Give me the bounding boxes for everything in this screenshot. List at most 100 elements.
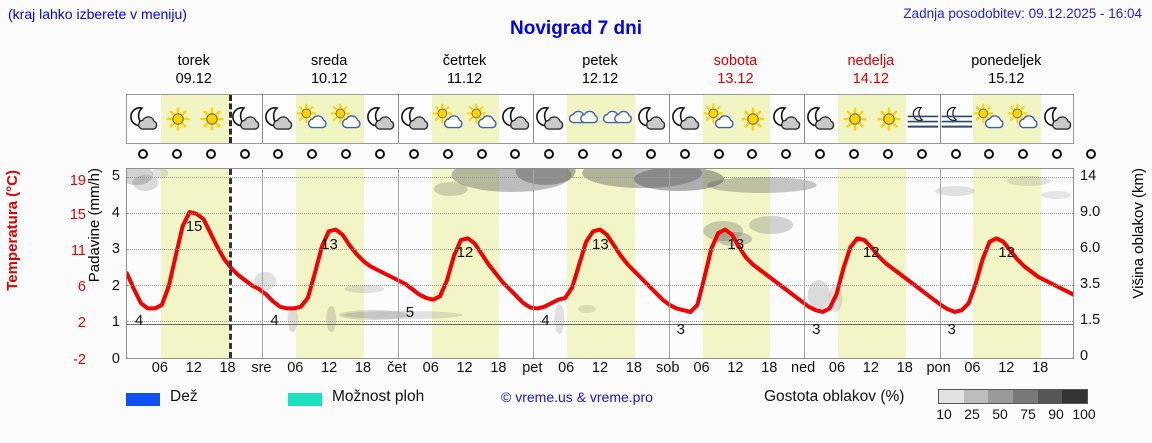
- sun-cloud-icon: [330, 95, 364, 143]
- rain-legend-label: Dež: [170, 388, 198, 405]
- precip-tick: 0: [111, 350, 120, 367]
- moon-cloud-icon: [364, 95, 398, 143]
- time-tick-label: ned: [791, 360, 816, 376]
- wind-circle: [578, 149, 589, 159]
- cloud-density-blob: [152, 169, 169, 179]
- cloud-height-axis-title: Višina oblakov (km): [1130, 168, 1147, 299]
- density-step: [939, 390, 964, 403]
- showers-legend-swatch: [288, 393, 322, 406]
- precip-tick: 1: [111, 314, 120, 330]
- cloud-density-blob: [326, 306, 337, 332]
- wind-circle: [544, 149, 555, 159]
- sun-cloud-icon: [973, 95, 1007, 143]
- time-tick-label: 12: [862, 360, 879, 376]
- temperature-value-label: 13: [592, 235, 609, 253]
- weather-icon-strip: [126, 94, 1074, 144]
- fog-moon-icon: [940, 95, 974, 143]
- cloud-density-blob: [343, 311, 463, 319]
- day-date: 11.12: [446, 71, 483, 87]
- cloud-density-blob: [807, 280, 830, 310]
- day-name: petek: [582, 53, 618, 69]
- current-time-marker-icons: [228, 95, 232, 143]
- temperature-value-label: 12: [456, 244, 474, 262]
- wind-circle: [476, 149, 487, 159]
- wind-circle: [1018, 149, 1029, 159]
- cloud-density-blob: [1006, 176, 1051, 186]
- precip-tick: 4: [111, 204, 120, 221]
- cloud-density-blob: [132, 175, 159, 191]
- wind-circle: [341, 149, 352, 159]
- wind-circle: [205, 149, 216, 159]
- wind-circle: [916, 149, 927, 159]
- time-tick-label: 12: [591, 360, 609, 376]
- temperature-value-label: 4: [541, 312, 550, 330]
- density-tick-label: 75: [1020, 406, 1036, 422]
- rain-legend-swatch: [126, 393, 160, 406]
- wind-circle: [611, 149, 622, 159]
- temp-tick: -2: [73, 352, 86, 368]
- gridline-vertical-day: [668, 169, 670, 358]
- day-separator: [533, 95, 535, 143]
- day-date: 09.12: [175, 71, 212, 87]
- cloud-density-blob: [515, 169, 576, 185]
- time-tick-label: 06: [828, 360, 846, 376]
- wind-circle: [815, 149, 826, 159]
- cloud-density-blob: [287, 306, 298, 332]
- day-header-sobota: sobota 13.12: [668, 52, 803, 88]
- wind-circle: [171, 149, 182, 159]
- cloud-density-blob: [578, 305, 596, 313]
- cloud-density-legend-label: Gostota oblakov (%): [764, 388, 905, 405]
- wind-circle: [1052, 149, 1063, 159]
- day-name: sobota: [713, 53, 758, 69]
- day-header-četrtek: četrtek 11.12: [397, 52, 532, 88]
- cloud-tick: 14: [1080, 168, 1097, 184]
- cloud-icon: [601, 95, 635, 143]
- gridline-horizontal: [127, 321, 1073, 322]
- wind-circle: [747, 149, 758, 159]
- density-tick-label: 25: [964, 406, 980, 422]
- temperature-value-label: 15: [185, 218, 203, 236]
- time-tick-label: 18: [490, 360, 507, 376]
- cloud-tick: 1.5: [1080, 312, 1101, 328]
- sun-icon: [838, 95, 872, 143]
- time-tick-label: pet: [522, 360, 543, 376]
- gridline-horizontal: [127, 285, 1073, 286]
- temperature-value-label: 5: [405, 303, 415, 321]
- cloud-density-blob: [749, 216, 793, 234]
- day-separator: [668, 95, 670, 143]
- page-title: Novigrad 7 dni: [510, 18, 642, 39]
- day-date: 14.12: [852, 71, 889, 87]
- time-tick-label: 12: [185, 360, 202, 376]
- temperature-value-label: 3: [676, 321, 685, 339]
- gridline-horizontal: [127, 249, 1073, 250]
- time-tick-label: 12: [321, 360, 338, 376]
- temperature-value-label: 3: [812, 321, 821, 339]
- time-tick-label: 18: [761, 360, 778, 376]
- time-tick-label: 06: [693, 360, 710, 376]
- time-tick-label: 18: [896, 360, 913, 376]
- time-tick-label: 12: [998, 360, 1015, 376]
- cloud-density-blob: [706, 177, 817, 193]
- sun-cloud-icon: [466, 95, 500, 143]
- density-tick-label: 10: [936, 406, 952, 422]
- temperature-line: [127, 210, 1073, 314]
- time-tick-label: 06: [964, 360, 981, 376]
- temp-tick: 15: [69, 207, 86, 223]
- gridline-horizontal: [127, 213, 1073, 214]
- precip-tick: 5: [111, 168, 120, 184]
- copyright-text[interactable]: © vreme.us & vreme.pro: [501, 389, 653, 405]
- wind-circle: [848, 149, 859, 159]
- moon-cloud-icon: [804, 95, 838, 143]
- wind-circle: [679, 149, 690, 159]
- cloud-density-scale-ticks: 10 25 50 75 90 100: [932, 406, 1102, 426]
- forecast-plot: 4 15 4 13 5 12 4 13 3 13 3 12 3 12: [126, 94, 1096, 359]
- density-tick-label: 100: [1072, 406, 1096, 422]
- temp-tick: 6: [77, 279, 86, 295]
- sun-cloud-icon: [1007, 95, 1041, 143]
- wind-circle: [510, 149, 521, 159]
- temp-tick: 11: [70, 243, 86, 259]
- cloud-tick: 0: [1080, 348, 1089, 364]
- temperature-axis-title: Temperatura (°C): [4, 170, 21, 291]
- wind-circle: [307, 149, 318, 159]
- day-name: ponedeljek: [971, 53, 1042, 69]
